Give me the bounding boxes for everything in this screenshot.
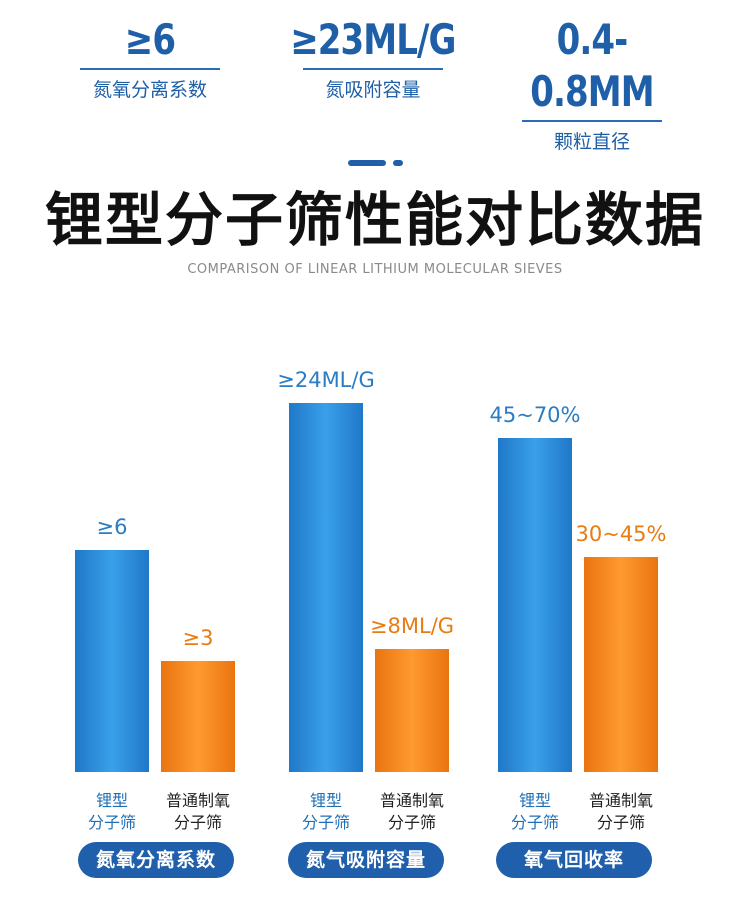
bar-category-label: 分子筛 bbox=[302, 813, 350, 832]
bar-lithium-1 bbox=[289, 403, 363, 772]
divider-dot bbox=[393, 160, 403, 166]
stat-label: 氮吸附容量 bbox=[325, 79, 421, 101]
bar-category-label: 普通制氧 bbox=[380, 791, 444, 810]
bar-ordinary-1 bbox=[375, 649, 449, 772]
bar-category-label: 分子筛 bbox=[511, 813, 559, 832]
bar-ordinary-0 bbox=[161, 661, 235, 772]
stat-particle-size: 0.4-0.8MM 颗粒直径 bbox=[487, 14, 697, 154]
divider-pill bbox=[348, 160, 386, 166]
stat-underline bbox=[522, 120, 662, 122]
page-title: 锂型分子筛性能对比数据 bbox=[44, 186, 705, 254]
stat-separation: ≥6 氮氧分离系数 bbox=[45, 14, 255, 102]
group-label-adsorption: 氮气吸附容量 bbox=[288, 842, 444, 878]
bar-category-label: 锂型 bbox=[310, 791, 342, 810]
bar-category-label: 普通制氧 bbox=[589, 791, 653, 810]
bar-category-label: 锂型 bbox=[96, 791, 128, 810]
stat-label: 颗粒直径 bbox=[553, 131, 630, 153]
bar-category-label: 分子筛 bbox=[88, 813, 136, 832]
stat-label: 氮氧分离系数 bbox=[92, 79, 207, 101]
stat-value: ≥6 bbox=[124, 15, 176, 64]
bar-value-label: 30~45% bbox=[576, 522, 667, 546]
bar-category-label: 分子筛 bbox=[597, 813, 645, 832]
page-subtitle: COMPARISON OF LINEAR LITHIUM MOLECULAR S… bbox=[187, 262, 563, 277]
bar-lithium-0 bbox=[75, 550, 149, 772]
bar-category-label: 普通制氧 bbox=[166, 791, 230, 810]
group-label-recovery: 氧气回收率 bbox=[496, 842, 652, 878]
bar-ordinary-2 bbox=[584, 557, 658, 772]
bar-lithium-2 bbox=[498, 438, 572, 772]
stat-value: 0.4-0.8MM bbox=[530, 15, 654, 116]
bar-value-label: ≥8ML/G bbox=[370, 614, 454, 638]
bar-value-label: ≥24ML/G bbox=[277, 368, 374, 392]
bar-value-label: 45~70% bbox=[490, 403, 581, 427]
bar-category-label: 分子筛 bbox=[174, 813, 222, 832]
bar-category-label: 分子筛 bbox=[388, 813, 436, 832]
stat-underline bbox=[80, 68, 220, 70]
bar-value-label: ≥6 bbox=[97, 515, 128, 539]
stat-value: ≥23ML/G bbox=[290, 15, 456, 64]
stat-underline bbox=[303, 68, 443, 70]
bar-value-label: ≥3 bbox=[183, 626, 214, 650]
stat-adsorption: ≥23ML/G 氮吸附容量 bbox=[268, 14, 478, 102]
bar-category-label: 锂型 bbox=[519, 791, 551, 810]
group-label-separation: 氮氧分离系数 bbox=[78, 842, 234, 878]
